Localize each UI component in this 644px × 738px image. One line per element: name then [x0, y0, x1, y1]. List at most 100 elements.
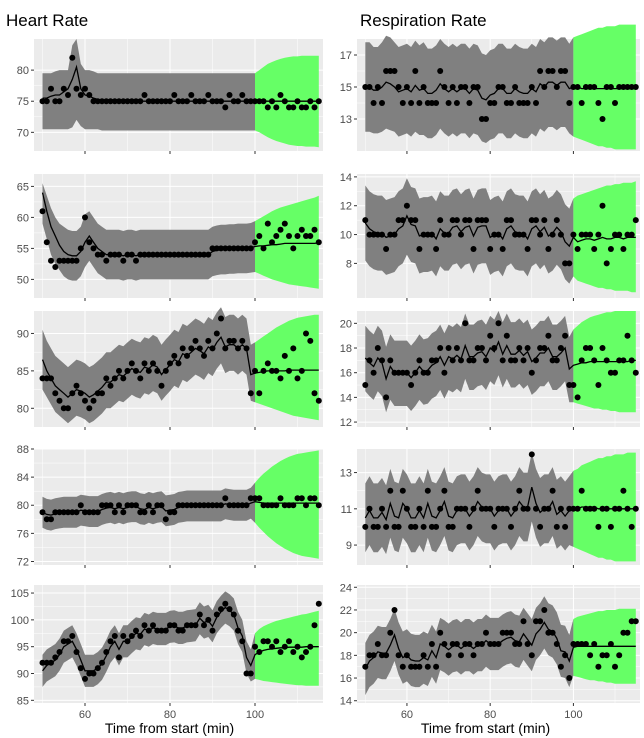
panels-group: 7075801315175055606581012148085901214161…: [11, 24, 640, 721]
data-point: [39, 659, 46, 666]
data-point: [520, 505, 527, 512]
data-point: [587, 345, 594, 351]
data-point: [545, 68, 552, 74]
y-tick-label: 80: [17, 500, 29, 512]
data-point: [145, 98, 152, 105]
data-point: [230, 611, 237, 618]
data-point: [192, 622, 199, 629]
data-point: [628, 618, 635, 625]
data-point: [252, 239, 258, 246]
data-point: [128, 360, 135, 367]
data-point: [607, 84, 614, 90]
data-point: [86, 239, 93, 246]
data-point: [141, 360, 148, 367]
data-point: [541, 84, 548, 90]
data-point: [503, 332, 510, 339]
data-point: [379, 231, 385, 238]
data-point: [603, 260, 610, 267]
data-point: [277, 375, 284, 382]
data-point: [290, 649, 297, 655]
data-point: [315, 502, 322, 509]
data-point: [503, 100, 510, 106]
data-point: [374, 84, 381, 90]
data-point: [256, 233, 263, 239]
data-point: [145, 502, 152, 509]
data-point: [491, 641, 498, 647]
data-point: [495, 84, 502, 90]
data-point: [587, 231, 594, 238]
y-tick-label: 84: [17, 472, 29, 484]
data-point: [582, 84, 589, 90]
data-point: [209, 502, 216, 509]
data-point: [574, 84, 581, 90]
confidence-band: [365, 35, 574, 143]
data-point: [209, 245, 216, 252]
data-point: [545, 332, 552, 339]
data-point: [184, 502, 190, 509]
data-point: [616, 231, 623, 238]
data-point: [470, 652, 477, 659]
data-point: [192, 337, 199, 344]
data-point: [607, 246, 614, 252]
x-axis-title-left: Time from start (min): [105, 720, 234, 736]
data-point: [303, 233, 309, 239]
data-point: [553, 523, 560, 530]
data-point: [424, 369, 431, 376]
y-tick-label: 55: [17, 243, 29, 255]
data-point: [286, 367, 292, 374]
data-point: [495, 641, 502, 647]
confidence-band: [365, 178, 574, 284]
data-point: [39, 208, 46, 215]
y-tick-label: 24: [340, 582, 352, 594]
data-point: [188, 502, 195, 509]
data-point: [470, 246, 477, 252]
data-point: [533, 217, 539, 224]
data-point: [247, 245, 254, 252]
data-point: [424, 487, 431, 494]
data-point: [582, 505, 589, 512]
data-point: [86, 509, 93, 516]
data-point: [512, 231, 519, 238]
data-point: [387, 487, 394, 494]
data-point: [424, 100, 431, 106]
data-point: [73, 382, 80, 389]
data-point: [528, 369, 535, 376]
data-point: [370, 369, 377, 376]
data-point: [524, 641, 531, 647]
data-point: [491, 231, 498, 238]
data-point: [167, 360, 173, 367]
data-point: [437, 505, 444, 512]
data-point: [462, 217, 469, 224]
data-point: [103, 98, 110, 105]
data-point: [150, 509, 156, 516]
data-point: [196, 345, 203, 352]
y-tick-label: 16: [340, 673, 352, 685]
data-point: [366, 231, 373, 238]
data-point: [150, 360, 156, 367]
data-point: [403, 84, 410, 90]
data-point: [478, 217, 485, 224]
data-point: [222, 104, 229, 111]
data-point: [591, 246, 598, 252]
data-point: [73, 85, 80, 92]
data-point: [167, 98, 173, 105]
data-point: [252, 643, 258, 650]
data-point: [491, 345, 498, 351]
data-point: [277, 92, 284, 98]
data-point: [209, 98, 216, 105]
data-point: [403, 202, 410, 209]
data-point: [437, 217, 444, 224]
data-point: [441, 487, 448, 494]
data-point: [537, 231, 544, 238]
data-point: [549, 357, 556, 364]
data-point: [315, 600, 322, 607]
data-point: [162, 367, 169, 374]
data-point: [520, 100, 527, 106]
data-point: [226, 606, 233, 613]
data-point: [453, 505, 460, 512]
data-point: [470, 357, 477, 364]
data-point: [213, 245, 220, 252]
data-point: [86, 670, 93, 677]
data-point: [616, 505, 623, 512]
data-point: [94, 98, 101, 105]
